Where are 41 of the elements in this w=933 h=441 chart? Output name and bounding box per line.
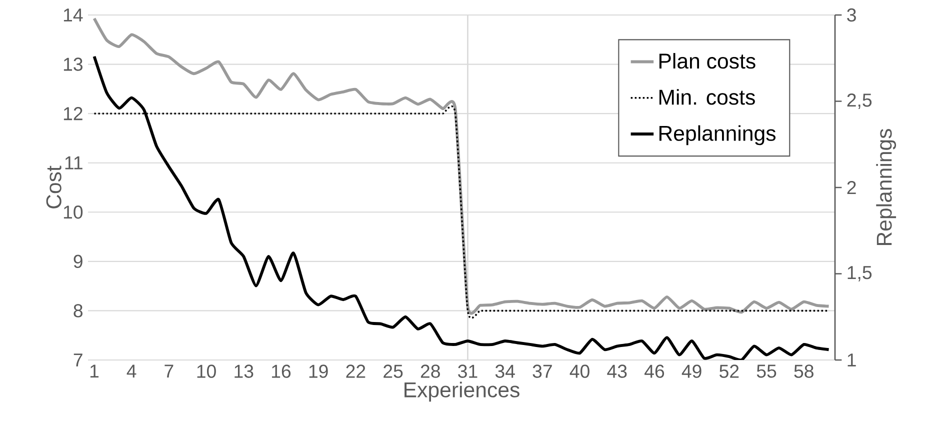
x-tick-label: 31 bbox=[458, 364, 478, 378]
y2-tick-label: 1,5 bbox=[848, 266, 872, 282]
legend-label: Min. costs bbox=[659, 89, 755, 105]
x-tick-label: 22 bbox=[346, 364, 366, 378]
legend-label: Plan costs bbox=[659, 53, 756, 69]
y-tick-label: 10 bbox=[64, 206, 83, 219]
x-tick-label: 55 bbox=[756, 364, 776, 378]
x-tick-label: 40 bbox=[570, 364, 590, 378]
y-tick-label: 14 bbox=[64, 8, 83, 22]
x-tick-label: 37 bbox=[532, 364, 552, 378]
x-tick-label: 58 bbox=[794, 364, 814, 378]
x-tick-label: 28 bbox=[420, 364, 440, 378]
x-tick-label: 52 bbox=[720, 364, 739, 378]
x-tick-label: 13 bbox=[234, 364, 254, 378]
y-tick-label: 11 bbox=[65, 156, 82, 170]
y2-tick-label: 2,5 bbox=[847, 94, 872, 109]
legend-label: Replannings bbox=[659, 125, 776, 146]
y-tick-label: 12 bbox=[64, 107, 82, 120]
x-tick-label: 49 bbox=[682, 364, 702, 378]
y-tick-label: 7 bbox=[74, 354, 82, 366]
line-series bbox=[92, 54, 830, 360]
y-tick-label: 8 bbox=[74, 304, 82, 318]
x-tick-label: 1 bbox=[90, 364, 99, 378]
x-tick-label: 10 bbox=[197, 364, 216, 378]
y-axis-title: Cost bbox=[46, 166, 62, 208]
x-tick-label: 46 bbox=[644, 364, 664, 378]
x-tick-label: 34 bbox=[495, 364, 515, 378]
y2-axis-title: Replannings bbox=[876, 128, 896, 246]
y2-tick-label: 3 bbox=[847, 8, 856, 22]
x-tick-label: 7 bbox=[164, 364, 174, 378]
y2-tick-label: 2 bbox=[847, 180, 856, 194]
x-tick-label: 43 bbox=[607, 364, 627, 378]
x-axis-title: Experiences bbox=[404, 382, 520, 402]
line-series bbox=[92, 16, 830, 315]
y2-tick-label: 1 bbox=[848, 354, 856, 366]
x-tick-label: 25 bbox=[384, 364, 403, 378]
x-tick-label: 4 bbox=[126, 364, 136, 378]
x-tick-label: 16 bbox=[272, 364, 291, 378]
y-tick-label: 13 bbox=[64, 58, 82, 71]
x-tick-label: 19 bbox=[309, 364, 328, 378]
y-tick-label: 9 bbox=[74, 254, 82, 268]
